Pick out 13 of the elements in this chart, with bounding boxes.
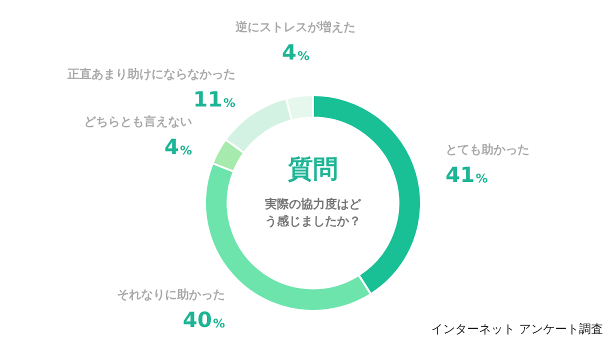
text: 質問 — [287, 154, 338, 184]
data-label: 4% — [164, 134, 192, 159]
data-label: 4% — [282, 40, 310, 65]
data-label: 11% — [193, 87, 236, 112]
slice-label: どちらとも言えない — [84, 114, 192, 129]
text: インターネット アンケート調査 — [431, 322, 603, 336]
data-label: 41% — [446, 162, 488, 187]
data-label: 40% — [182, 308, 226, 332]
slice-label: それなりに助かった — [117, 287, 226, 302]
slice-label: 正直あまり助けにならなかった — [66, 66, 236, 81]
text: 実際の協力度はどう感じましたか？ — [264, 197, 362, 228]
slice-label: とても助かった — [446, 142, 530, 157]
slice-label: 逆にストレスが増えた — [234, 20, 356, 34]
